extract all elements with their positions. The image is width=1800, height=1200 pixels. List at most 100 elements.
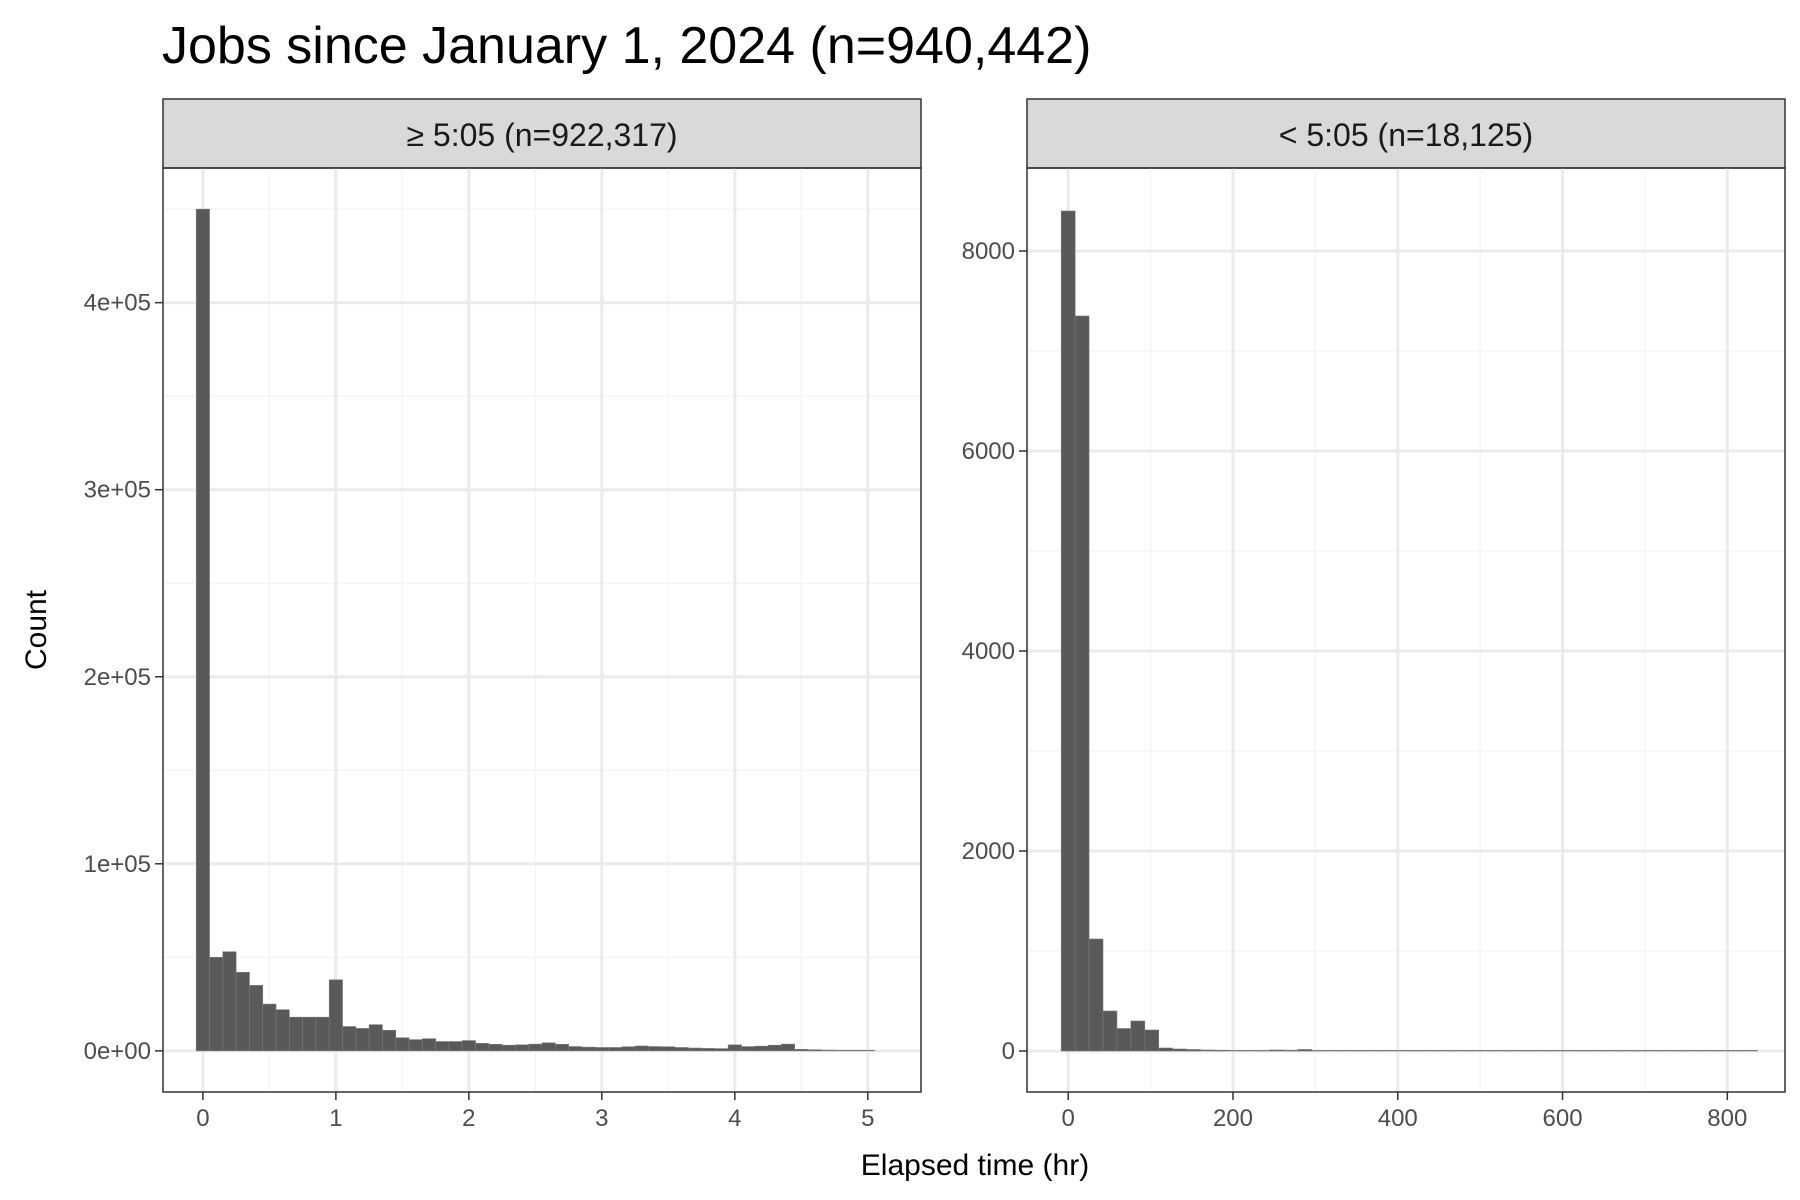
histogram-bar: [1631, 1050, 1647, 1052]
y-tick-label: 0: [1002, 1038, 1015, 1065]
x-tick-label: 0: [1062, 1105, 1075, 1132]
grid-lines: [1027, 168, 1785, 1092]
histogram-bar: [368, 1024, 383, 1052]
histogram-bar: [661, 1046, 676, 1052]
histogram-bar: [860, 1049, 875, 1052]
histogram-bar: [1506, 1050, 1522, 1052]
histogram-bar: [275, 1009, 290, 1052]
histogram-bar: [1241, 1050, 1257, 1052]
histogram-bar: [807, 1049, 822, 1052]
histogram-bar: [1353, 1050, 1368, 1052]
grid-lines: [163, 168, 921, 1092]
histogram-bar: [847, 1049, 862, 1052]
histogram-bar: [408, 1039, 423, 1052]
y-tick-label: 0e+00: [84, 1038, 151, 1065]
histogram-bar: [727, 1044, 742, 1052]
x-tick-label: 800: [1707, 1105, 1747, 1132]
histogram-bar: [634, 1045, 649, 1052]
histogram-bar: [1228, 1050, 1243, 1052]
histogram-bar: [1367, 1050, 1382, 1052]
histogram-bar: [594, 1047, 609, 1052]
y-tick-label: 8000: [962, 238, 1015, 265]
histogram-bar: [1534, 1050, 1549, 1052]
histogram-bar: [1325, 1050, 1341, 1052]
histogram-bar: [1422, 1050, 1438, 1052]
histogram-bar: [235, 971, 250, 1052]
histogram-bars: [195, 208, 875, 1052]
histogram-bar: [515, 1044, 530, 1052]
histogram-bar: [1478, 1050, 1494, 1052]
y-axis-ticks: 0 2000 4000 6000 8000: [962, 238, 1027, 1065]
histogram-bar: [422, 1038, 436, 1052]
histogram-bar: [1186, 1049, 1201, 1052]
facet-strip-label: < 5:05 (n=18,125): [1279, 117, 1533, 153]
y-tick-label: 1e+05: [84, 851, 151, 878]
facet-panel-long-jobs: ≥ 5:05 (n=922,317) 0 1 2 3 4 5 0e+00 1e+05 2e+0…: [84, 98, 922, 1132]
histogram-bar: [1144, 1029, 1160, 1052]
histogram-bar: [342, 1026, 357, 1052]
histogram-bar: [1060, 210, 1076, 1052]
x-tick-label: 200: [1213, 1105, 1253, 1132]
histogram-bar: [328, 979, 343, 1052]
histogram-bar: [461, 1040, 476, 1052]
histogram-bar: [1297, 1049, 1313, 1052]
histogram-bar: [435, 1041, 450, 1052]
y-tick-label: 3e+05: [84, 477, 151, 504]
histogram-bar: [754, 1045, 769, 1052]
histogram-bar: [1283, 1049, 1299, 1052]
x-tick-label: 1: [329, 1105, 342, 1132]
histogram-bar: [1436, 1050, 1452, 1052]
x-tick-label: 400: [1378, 1105, 1418, 1132]
histogram-bar: [1130, 1020, 1146, 1052]
histogram-bar: [1409, 1050, 1424, 1052]
histogram-bar: [621, 1046, 636, 1052]
x-tick-label: 0: [196, 1105, 209, 1132]
histogram-bar: [528, 1043, 543, 1052]
histogram-bar: [1562, 1050, 1577, 1052]
histogram-bar: [1311, 1050, 1327, 1052]
histogram-bar: [315, 1016, 330, 1052]
histogram-bar: [674, 1047, 689, 1052]
histogram-bar: [714, 1048, 729, 1052]
y-tick-label: 2e+05: [84, 664, 151, 691]
x-axis-ticks: 0 200 400 600 800: [1062, 1092, 1747, 1132]
chart-title: Jobs since January 1, 2024 (n=940,442): [162, 17, 1091, 75]
facet-panel-short-jobs: < 5:05 (n=18,125) 0 200 400 600 800 0 2000 400…: [962, 98, 1786, 1132]
histogram-bar: [1492, 1050, 1508, 1052]
y-tick-label: 4000: [962, 638, 1015, 665]
histogram-bar: [608, 1047, 623, 1052]
x-tick-label: 5: [861, 1105, 874, 1132]
facet-strip-background: [162, 98, 922, 169]
histogram-bar: [1200, 1049, 1215, 1052]
x-tick-label: 600: [1543, 1105, 1583, 1132]
histogram-bar: [834, 1049, 849, 1052]
histogram-bar: [687, 1047, 702, 1052]
histogram-bar: [1743, 1050, 1758, 1052]
histogram-bar: [1659, 1050, 1675, 1052]
histogram-bar: [355, 1028, 370, 1052]
x-tick-label: 4: [728, 1105, 741, 1132]
x-axis-title: Elapsed time (hr): [861, 1149, 1089, 1182]
histogram-bar: [209, 957, 224, 1052]
histogram-bar: [1269, 1049, 1285, 1052]
histogram-bar: [1339, 1050, 1354, 1052]
histogram-bar: [1590, 1050, 1605, 1052]
facet-strip-label: ≥ 5:05 (n=922,317): [406, 117, 677, 153]
histogram-bar: [382, 1029, 397, 1052]
histogram-bar: [395, 1037, 410, 1052]
histogram-bar: [1395, 1050, 1410, 1052]
facet-strip-background: [1026, 98, 1786, 169]
histogram-bar: [1617, 1050, 1633, 1052]
y-tick-label: 2000: [962, 838, 1015, 865]
histogram-bar: [289, 1016, 303, 1052]
histogram-bar: [249, 985, 264, 1052]
histogram-bar: [767, 1044, 782, 1052]
x-tick-label: 3: [595, 1105, 608, 1132]
histogram-bar: [554, 1044, 569, 1052]
histogram-bar: [1576, 1050, 1591, 1052]
histogram-bar: [262, 1003, 277, 1052]
histogram-bar: [794, 1049, 809, 1052]
histogram-bar: [1645, 1050, 1661, 1052]
histogram-bar: [1701, 1050, 1716, 1052]
